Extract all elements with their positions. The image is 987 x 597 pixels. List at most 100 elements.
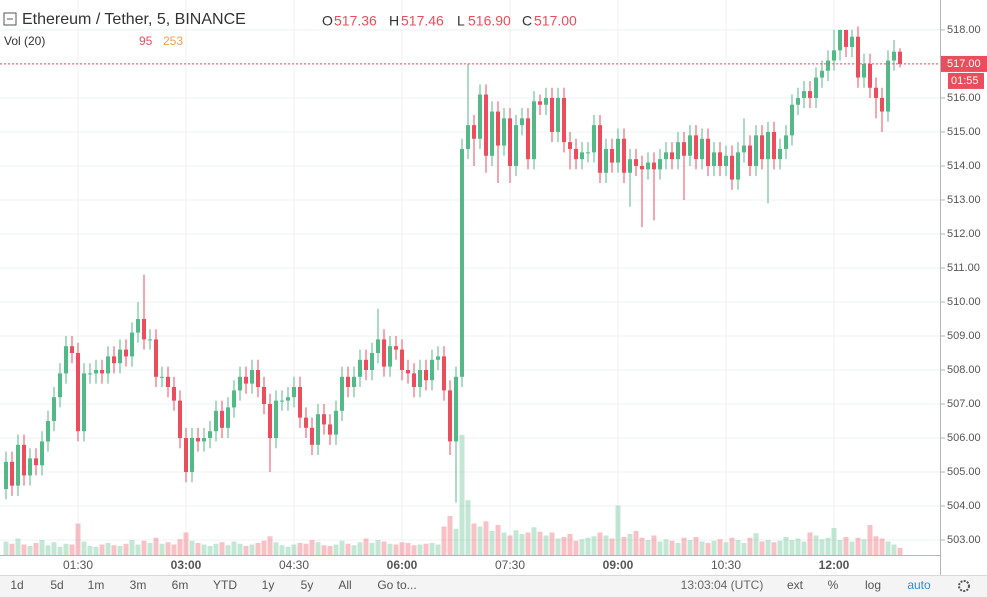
last-price-tag [941,55,987,72]
candle-body [802,91,806,98]
volume-bar [387,543,393,555]
candle-body [94,370,98,374]
collapse-icon[interactable] [3,12,17,26]
volume-bar [561,537,567,555]
volume-bar [591,536,597,555]
toolbar-button[interactable]: 6m [172,578,189,592]
candle-body [190,438,194,473]
candle-body [154,339,158,377]
candle-body [526,118,530,160]
candle-body [532,101,536,160]
volume-bar [279,545,285,555]
y-tick-label: 512.00 [947,228,981,240]
volume-bar [705,543,711,555]
volume-bar [471,523,477,555]
volume-bar [759,541,765,555]
toolbar-button[interactable]: Go to... [377,578,416,592]
volume-bar [609,538,615,555]
volume-bar [525,532,531,555]
volume-bar [237,543,243,555]
volume-bar [783,537,789,555]
y-tick-label: 510.00 [947,296,981,308]
x-tick-label: 01:30 [63,558,93,572]
volume-bar [429,543,435,555]
candle-body [670,152,674,160]
candle-body [454,376,458,442]
volume-bar [225,545,231,555]
toolbar-button[interactable]: 5y [301,578,314,592]
volume-bar [369,543,375,555]
candle-body [838,29,842,51]
clock: 13:03:04 (UTC) [681,578,764,592]
volume-bar [891,544,897,555]
candle-body [478,94,482,139]
candle-body [466,125,470,149]
candle-body [628,159,632,173]
toolbar-button[interactable]: YTD [213,578,237,592]
legend-label: O [322,13,333,29]
volume-bar [375,540,381,555]
volume-ma: 253 [163,34,183,48]
toolbar-button[interactable]: % [828,578,839,592]
candle-body [286,397,290,401]
toolbar-button[interactable]: 5d [50,578,63,592]
candle-body [460,148,464,377]
candle-body [424,370,428,381]
candle-body [772,131,776,160]
toolbar-button[interactable]: log [865,578,881,592]
candle-body [742,145,746,153]
candle-body [304,417,308,428]
candle-body [502,118,506,146]
volume-bar [57,546,63,555]
legend-label: C [522,13,532,29]
candle-body [352,376,356,388]
candle-body [706,138,710,166]
candle-body [238,376,242,391]
candle-body [10,461,14,486]
candle-body [496,111,500,146]
settings-button[interactable] [958,580,970,592]
toolbar-button[interactable]: ext [787,578,804,592]
candle-body [556,97,560,132]
volume-bar [411,545,417,555]
candle-body [700,138,704,160]
volume-bar [321,545,327,555]
y-tick-label: 504.00 [947,500,981,512]
candle-body [292,387,296,398]
candle-body [790,104,794,136]
volume-bar [651,535,657,555]
volume-bar [267,536,273,555]
toolbar-button[interactable]: 1d [10,578,23,592]
volume-bar [807,532,813,555]
volume-bar [399,542,405,555]
toolbar-button[interactable]: 1y [262,578,275,592]
symbol-title: Ethereum / Tether, 5, BINANCE [22,11,246,28]
toolbar-button[interactable]: auto [907,578,931,592]
volume-bar [573,540,579,555]
volume-bar [735,540,741,555]
toolbar-button[interactable]: 1m [88,578,105,592]
candle-body [778,148,782,160]
candle-body [664,152,668,160]
candle-body [724,155,728,166]
toolbar-button[interactable]: All [338,578,351,592]
volume-bar [195,543,201,555]
volume-bar [597,532,603,555]
candle-body [718,152,722,166]
volume-bar [711,540,717,555]
volume-bar [249,544,255,555]
candle-body [82,373,86,432]
volume-bar [843,537,849,555]
toolbar-button[interactable]: 3m [130,578,147,592]
candle-body [406,370,410,374]
volume-bar [621,537,627,555]
candle-body [766,131,770,160]
candle-body [226,407,230,428]
candle-body [76,352,80,432]
volume-bar [15,538,21,555]
volume-bar [93,546,99,555]
candle-body [28,458,32,476]
candle-body [472,125,476,139]
legend-value: 517.46 [401,13,444,29]
volume-bar [627,534,633,555]
